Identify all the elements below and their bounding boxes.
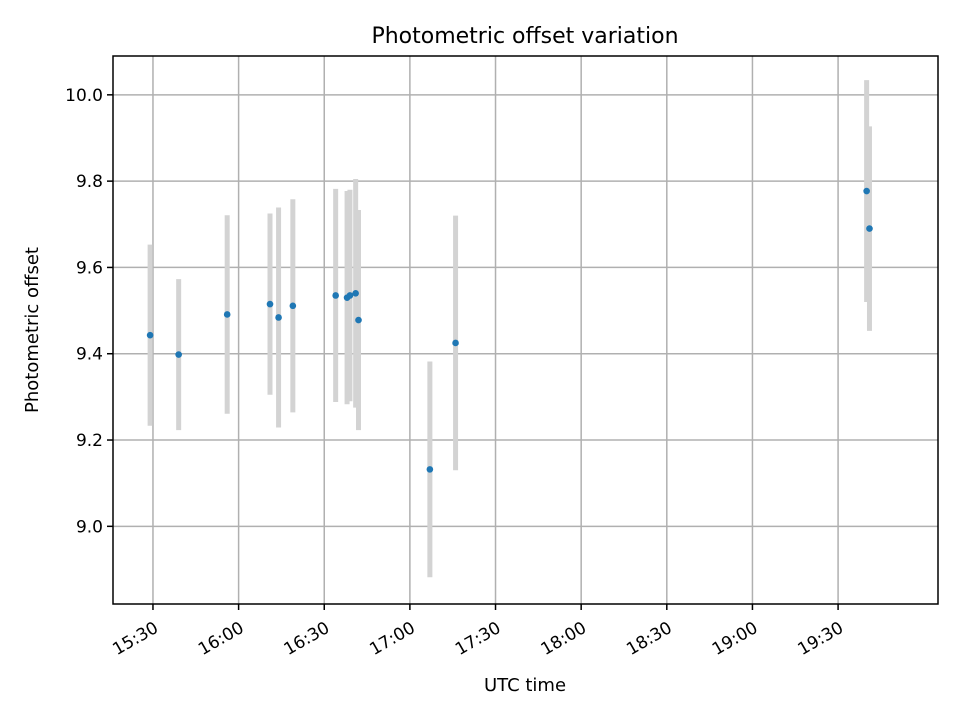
data-point: [346, 292, 354, 299]
y-tick-label: 10.0: [65, 86, 103, 106]
x-tick-label: 18:00: [538, 618, 590, 660]
x-axis-label: UTC time: [484, 675, 566, 696]
data-point: [275, 314, 282, 321]
x-tick-label: 19:30: [795, 618, 847, 660]
y-axis-label: Photometric offset: [22, 247, 43, 413]
x-tick-label: 16:00: [195, 618, 247, 660]
data-point: [426, 466, 434, 473]
x-tick-label: 18:30: [623, 618, 675, 660]
x-tick-label: 19:00: [709, 618, 761, 660]
y-axis-ticks: 9.0 9.2 9.4 9.6 9.8 10.0: [65, 86, 113, 537]
x-tick-label: 16:30: [281, 618, 333, 660]
plot-frame: [112, 55, 939, 605]
data-point: [289, 302, 297, 310]
chart-title: Photometric offset variation: [371, 24, 678, 49]
data-point: [866, 225, 873, 232]
y-tick-label: 9.0: [76, 517, 103, 537]
error-bars: [147, 80, 872, 578]
grid: [113, 56, 938, 604]
y-tick-label: 9.6: [76, 258, 103, 278]
data-points: [146, 187, 873, 473]
y-tick-label: 9.2: [76, 431, 103, 451]
data-point: [223, 311, 231, 318]
x-tick-label: 15:30: [109, 618, 161, 660]
data-point: [266, 300, 274, 308]
data-point: [355, 316, 362, 324]
data-point: [863, 187, 870, 195]
data-point: [146, 331, 154, 339]
data-point: [175, 351, 182, 358]
y-tick-label: 9.8: [76, 172, 103, 192]
x-tick-label: 17:00: [366, 618, 418, 660]
data-point: [352, 290, 359, 297]
y-tick-label: 9.4: [76, 345, 103, 365]
x-axis-ticks: 15:30 16:00 16:30 17:00 17:30 18:00 18:30 19:00…: [109, 604, 847, 660]
data-point: [332, 292, 339, 299]
data-point: [452, 339, 459, 347]
x-tick-label: 17:30: [452, 618, 504, 660]
